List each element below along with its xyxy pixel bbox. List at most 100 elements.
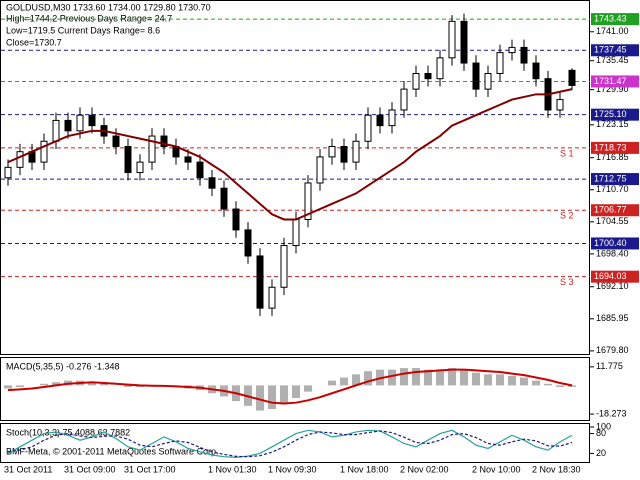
candle-body	[340, 145, 348, 163]
candle-body	[388, 109, 396, 127]
candle-body	[316, 156, 324, 184]
main-panel	[0, 0, 590, 355]
x-tick-label: 2 Nov 10:00	[472, 464, 521, 474]
macd-bar	[388, 369, 396, 386]
level-label: 1694.03	[594, 271, 627, 281]
level-tag: S 2	[560, 211, 574, 221]
macd-bar	[40, 383, 48, 386]
macd-bar	[544, 383, 552, 386]
candle-body	[352, 140, 360, 163]
candle-body	[88, 114, 96, 127]
info-line: Close=1730.7	[6, 37, 62, 47]
candle-body	[520, 46, 528, 64]
macd-signal	[7, 368, 573, 405]
candle-body	[460, 20, 468, 64]
x-tick-label: 1 Nov 09:30	[268, 464, 317, 474]
x-tick-label: 2 Nov 18:30	[532, 464, 581, 474]
candle-body	[376, 114, 384, 127]
y-tick-label: 1685.95	[596, 313, 629, 323]
candle-body	[136, 161, 144, 174]
macd-bar	[52, 382, 60, 386]
chart-title: GOLDUSD,M30 1733.60 1734.00 1729.80 1730…	[6, 2, 211, 12]
level-box	[591, 237, 639, 250]
macd-bar	[100, 383, 108, 386]
candle-body	[556, 99, 564, 111]
macd-bar	[292, 385, 300, 398]
stoch-line	[7, 429, 573, 458]
candle-body	[196, 161, 204, 179]
y-tick-label: 80	[596, 428, 606, 438]
level-box	[591, 44, 639, 57]
stoch-line	[7, 430, 573, 458]
info-line: High=1744.2 Previous Days Range= 24.7	[6, 13, 172, 23]
candle-body	[496, 52, 504, 74]
level-box	[591, 141, 639, 154]
y-tick-label: 1729.90	[596, 84, 629, 94]
candle-body	[472, 62, 480, 90]
candle-body	[400, 88, 408, 111]
level-label: 1737.45	[594, 45, 627, 55]
y-tick-label: 1698.40	[596, 248, 629, 258]
level-label: 1706.77	[594, 205, 627, 215]
candle-body	[160, 135, 168, 147]
copyright: BMF-Meta, © 2001-2011 MetaQuotes Softwar…	[6, 446, 219, 456]
candle-body	[40, 140, 48, 163]
macd-bar	[520, 377, 528, 386]
y-tick-label: 1716.85	[596, 152, 629, 162]
candle-body	[280, 245, 288, 288]
macd-panel	[0, 357, 590, 421]
candle-body	[448, 20, 456, 59]
y-tick-label: 1723.15	[596, 119, 629, 129]
macd-bar	[340, 377, 348, 386]
level-label: 1731.47	[594, 76, 627, 86]
level-box	[591, 108, 639, 121]
candle-body	[208, 177, 216, 189]
candle-body	[52, 119, 60, 142]
info-line: Low=1719.5 Current Days Range= 8.6	[6, 25, 160, 35]
y-tick-label: 1692.10	[596, 281, 629, 291]
y-tick-label: 1704.55	[596, 216, 629, 226]
candle-body	[4, 166, 12, 179]
macd-bar	[496, 374, 504, 386]
candle-body	[64, 119, 72, 132]
macd-bar	[124, 385, 132, 387]
level-box	[591, 173, 639, 186]
candle-body	[220, 187, 228, 210]
macd-bar	[4, 385, 12, 389]
candle-body	[568, 69, 576, 86]
macd-bar	[460, 369, 468, 386]
level-box	[591, 13, 639, 26]
y-tick-label: 11.775	[596, 361, 623, 371]
macd-bar	[484, 374, 492, 386]
level-box	[591, 75, 639, 88]
macd-bar	[328, 380, 336, 386]
x-tick-label: 31 Oct 2011	[4, 464, 52, 474]
candle-body	[256, 255, 264, 309]
level-tag: S 1	[560, 148, 574, 158]
level-label: 1700.40	[594, 238, 627, 248]
level-box	[591, 204, 639, 217]
level-box	[591, 270, 639, 283]
candle-body	[328, 145, 336, 158]
candle-body	[532, 62, 540, 80]
candle-body	[232, 208, 240, 231]
x-tick-label: 1 Nov 01:30	[208, 464, 257, 474]
candle-body	[184, 156, 192, 163]
candle-body	[436, 57, 444, 80]
macd-bar	[268, 385, 276, 409]
stoch-panel	[0, 423, 590, 463]
macd-bar	[472, 372, 480, 386]
macd-bar	[280, 385, 288, 405]
x-tick-label: 31 Oct 17:00	[124, 464, 176, 474]
candle-body	[244, 229, 252, 257]
candle-body	[124, 145, 132, 174]
macd-bar	[352, 374, 360, 386]
macd-bar	[508, 375, 516, 386]
moving-average	[7, 88, 573, 221]
macd-bar	[424, 369, 432, 386]
stoch-title: Stoch(10,3,3) 75.4088 63.7882	[6, 427, 130, 437]
macd-bar	[88, 382, 96, 386]
candle-body	[508, 46, 516, 54]
